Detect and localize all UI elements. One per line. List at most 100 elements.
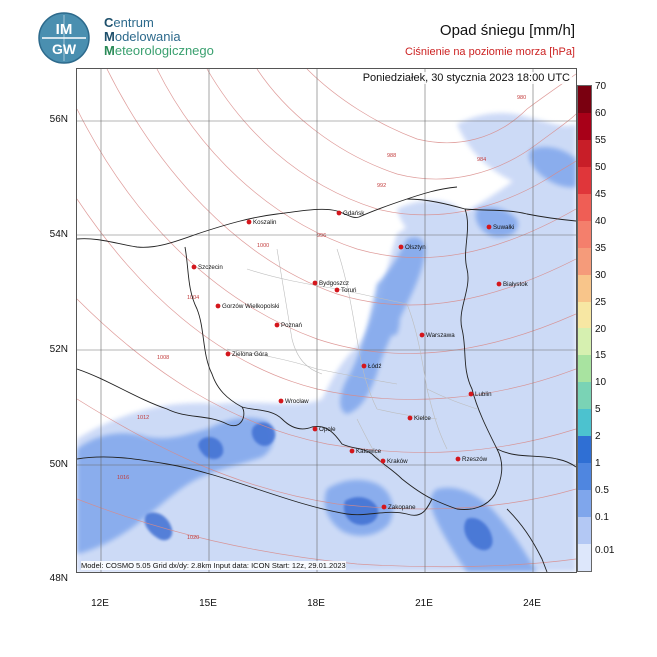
colorbar-segment xyxy=(578,301,591,329)
city-label: Koszalin xyxy=(253,219,277,226)
map-panel: 980 984 988 992 996 1000 1004 1008 1012 1016 1020 xyxy=(76,68,577,573)
isobar-label: 1016 xyxy=(117,475,129,481)
colorbar-segment xyxy=(578,274,591,302)
city-label: Kraków xyxy=(387,458,408,465)
longitude-label: 12E xyxy=(91,598,109,609)
city-label: Bydgoszcz xyxy=(319,280,349,287)
city-marker: Zakopane xyxy=(381,504,416,511)
colorbar-label: 15 xyxy=(595,350,607,362)
colorbar-segment xyxy=(578,409,591,437)
colorbar-label: 30 xyxy=(595,269,607,281)
isobars xyxy=(77,69,576,568)
isobar-label: 1000 xyxy=(257,243,269,249)
colorbar-segment xyxy=(578,193,591,221)
cities-layer: Koszalin Gdańsk Suwałki Olsztyn Szczecin Bydg… xyxy=(191,210,529,511)
colorbar-label: 1 xyxy=(595,458,601,470)
map-title: Opad śniegu [mm/h] xyxy=(439,22,575,39)
isobar-label: 988 xyxy=(387,153,396,159)
city-label: Olsztyn xyxy=(405,244,426,251)
city-marker: Olsztyn xyxy=(398,244,426,251)
colorbar-segment xyxy=(578,247,591,275)
city-label: Katowice xyxy=(356,448,382,455)
city-dot xyxy=(398,244,404,250)
city-marker: Warszawa xyxy=(419,332,455,339)
city-dot xyxy=(455,456,461,462)
map-subtitle: Ciśnienie na poziomie morza [hPa] xyxy=(405,46,575,58)
logo-text-bottom: GW xyxy=(52,41,77,57)
city-marker: Łódź xyxy=(361,363,381,370)
city-label: Wrocław xyxy=(285,398,309,405)
city-label: Zielona Góra xyxy=(232,351,268,358)
imgw-logo: IM GW xyxy=(38,12,90,64)
colorbar-label: 0.01 xyxy=(595,545,615,557)
forecast-datetime: Poniedziałek, 30 stycznia 2023 18:00 UTC xyxy=(360,72,572,84)
colorbar-segment xyxy=(578,112,591,140)
organization-name: Centrum Modelowania Meteorologicznego xyxy=(104,15,214,58)
colorbar-label: 45 xyxy=(595,188,607,200)
city-marker: Bydgoszcz xyxy=(312,280,349,287)
colorbar-segment xyxy=(578,436,591,464)
isobar-label: 1004 xyxy=(187,295,199,301)
city-marker: Białystok xyxy=(496,281,529,288)
city-label: Rzeszów xyxy=(462,456,488,463)
latitude-label: 54N xyxy=(49,229,68,240)
city-marker: Opole xyxy=(312,426,336,433)
city-label: Łódź xyxy=(368,363,381,370)
city-marker: Katowice xyxy=(349,448,382,455)
colorbar-segment xyxy=(578,463,591,491)
colorbar-label: 50 xyxy=(595,161,607,173)
city-label: Kielce xyxy=(414,415,431,422)
colorbar-segment xyxy=(578,543,591,571)
isobar-label: 980 xyxy=(517,95,526,101)
city-label: Szczecin xyxy=(198,264,223,271)
colorbar-label: 25 xyxy=(595,296,607,308)
colorbar-label: 0.1 xyxy=(595,512,609,524)
colorbar-label: 35 xyxy=(595,242,607,254)
city-dot xyxy=(349,448,355,454)
city-marker: Poznań xyxy=(274,322,303,329)
province-borders xyxy=(226,248,478,470)
colorbar-label: 5 xyxy=(595,404,601,416)
colorbar-segment xyxy=(578,166,591,194)
colorbar-segment xyxy=(578,139,591,167)
city-dot xyxy=(215,303,221,309)
city-label: Poznań xyxy=(281,322,303,329)
city-marker: Toruń xyxy=(334,287,357,294)
latitude-label: 56N xyxy=(49,114,68,125)
city-label: Opole xyxy=(319,426,336,433)
city-marker: Wrocław xyxy=(278,398,309,405)
snowfall-colorbar xyxy=(577,85,592,572)
longitude-label: 24E xyxy=(523,598,541,609)
city-dot xyxy=(407,415,413,421)
city-label: Gdańsk xyxy=(343,210,365,217)
colorbar-label: 55 xyxy=(595,134,607,146)
isobar-label: 996 xyxy=(317,233,326,239)
colorbar-segment xyxy=(578,382,591,410)
city-dot xyxy=(312,426,318,432)
colorbar-segment xyxy=(578,86,591,113)
city-marker: Rzeszów xyxy=(455,456,488,463)
city-label: Białystok xyxy=(503,281,529,288)
city-dot xyxy=(278,398,284,404)
city-dot xyxy=(312,280,318,286)
isobar-label: 1012 xyxy=(137,415,149,421)
colorbar-label: 20 xyxy=(595,323,607,335)
city-marker: Kielce xyxy=(407,415,431,422)
city-dot xyxy=(381,504,387,510)
city-dot xyxy=(246,219,252,225)
colorbar-segment xyxy=(578,220,591,248)
city-dot xyxy=(496,281,502,287)
city-marker: Kraków xyxy=(380,458,408,465)
isobar-label: 1020 xyxy=(187,535,199,541)
city-label: Warszawa xyxy=(426,332,455,339)
model-info: Model: COSMO 5.05 Grid dx/dy: 2.8km Inpu… xyxy=(81,561,346,570)
latitude-label: 48N xyxy=(49,573,68,584)
city-label: Zakopane xyxy=(388,504,416,511)
snowfall-map: 980 984 988 992 996 1000 1004 1008 1012 1016 1020 xyxy=(77,69,576,572)
city-dot xyxy=(486,224,492,230)
city-marker: Suwałki xyxy=(486,224,514,231)
city-label: Toruń xyxy=(341,287,357,294)
city-dot xyxy=(380,458,386,464)
colorbar-segment xyxy=(578,328,591,356)
colorbar-label: 2 xyxy=(595,431,601,443)
